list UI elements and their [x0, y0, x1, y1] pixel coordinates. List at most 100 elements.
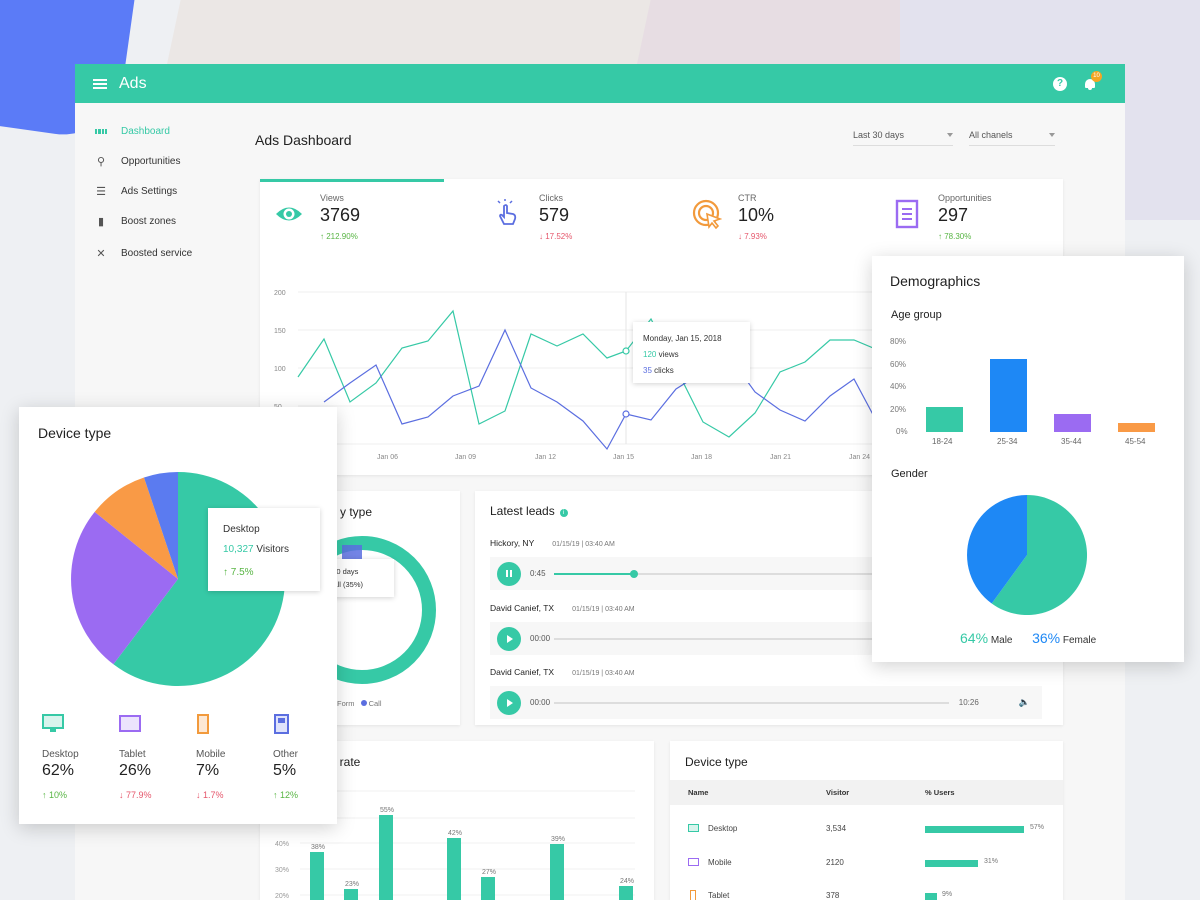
active-tab-indicator	[260, 179, 444, 182]
stat-tab-opportunities[interactable]: Opportunities 297 ↑ 78.30%	[892, 193, 992, 241]
svg-text:39%: 39%	[551, 836, 565, 843]
page-title: Ads Dashboard	[255, 132, 352, 148]
svg-text:Jan 18: Jan 18	[691, 454, 712, 461]
lead-time: 01/15/19 | 03:40 AM	[552, 541, 615, 548]
app-title: Ads	[119, 74, 147, 92]
visitor-count: 3,534	[826, 824, 847, 833]
pie-slice-female	[967, 495, 1027, 604]
svg-text:60%: 60%	[890, 360, 906, 369]
stat-value: 579	[539, 205, 570, 225]
tools-icon: ✕	[96, 247, 106, 260]
users-pct: 31%	[984, 858, 999, 865]
tablet-icon	[688, 858, 699, 866]
table-header: Name Visitor % Users	[670, 780, 1063, 805]
svg-text:45-54: 45-54	[1125, 437, 1146, 446]
sidebar: Dashboard ⚲ Opportunities ☰ Ads Settings…	[75, 103, 235, 268]
tooltip-clicks: 35 clicks	[643, 366, 674, 375]
bounce-rate-card: gh rate 40% 30% 20% 38% 23% 55% 42	[260, 741, 654, 900]
sidebar-item-boost-zones[interactable]: ▮ Boost zones	[75, 206, 235, 236]
table-row[interactable]: Desktop 3,534 57%	[670, 816, 1063, 846]
sidebar-item-label: Boost zones	[121, 215, 177, 227]
pie-slice-male	[991, 495, 1088, 615]
dashboard-icon	[95, 125, 107, 137]
svg-text:40%: 40%	[275, 841, 289, 848]
device-name: Tablet	[708, 891, 730, 900]
date-range-value: Last 30 days	[853, 130, 905, 140]
stat-value: 3769	[320, 205, 361, 225]
svg-text:24%: 24%	[620, 878, 634, 885]
visitor-count: 2120	[826, 858, 844, 867]
svg-text:150: 150	[274, 328, 286, 335]
column-header[interactable]: Name	[688, 788, 709, 797]
sliders-icon: ☰	[96, 185, 106, 198]
lead-name: Hickory, NY	[490, 538, 535, 548]
column-header[interactable]: % Users	[925, 788, 955, 797]
stat-change-value: 212.90%	[326, 232, 358, 241]
svg-text:18-24: 18-24	[932, 437, 953, 446]
volume-icon[interactable]: 🔈	[1018, 697, 1030, 707]
lead-time: 01/15/19 | 03:40 AM	[572, 670, 635, 677]
card-title: Demographics	[890, 273, 981, 289]
game-device-icon	[274, 714, 289, 734]
audio-seek-slider[interactable]	[554, 569, 1032, 578]
card-title: Device type	[38, 425, 112, 441]
table-row[interactable]: Tablet 378 9%	[670, 883, 1063, 900]
svg-text:27%: 27%	[482, 869, 496, 876]
svg-text:20%: 20%	[275, 893, 289, 900]
users-pct-bar	[925, 860, 978, 867]
stat-change: ↑ 212.90%	[320, 232, 358, 241]
stat-label: CTR	[738, 193, 757, 203]
chevron-down-icon	[947, 133, 953, 137]
stat-change-value: 7.93%	[744, 232, 767, 241]
gender-legend: 64% Male 36% Female	[960, 630, 1097, 646]
channel-select[interactable]: All chanels	[969, 130, 1055, 146]
lead-name: David Canief, TX	[490, 603, 555, 613]
notification-bell-icon[interactable]: 10	[1083, 70, 1102, 91]
help-icon[interactable]: ?	[1053, 76, 1067, 91]
users-pct-bar	[925, 826, 1024, 833]
stat-tab-clicks[interactable]: Clicks 579 ↓ 17.52%	[493, 193, 572, 241]
stat-value: 297	[938, 205, 969, 225]
bounce-rate-bar-chart: 40% 30% 20% 38% 23% 55% 42% 27% 39% 2	[275, 790, 635, 900]
tooltip-date: Monday, Jan 15, 2018	[643, 334, 722, 343]
line-chart-tooltip: Monday, Jan 15, 2018 120 views 35 clicks	[633, 322, 750, 383]
chevron-down-icon	[1049, 133, 1055, 137]
pause-button[interactable]	[497, 561, 521, 586]
svg-text:80%: 80%	[890, 337, 906, 346]
sidebar-item-label: Ads Settings	[121, 185, 178, 197]
date-range-select[interactable]: Last 30 days	[853, 130, 953, 146]
svg-text:30%: 30%	[275, 867, 289, 874]
table-row[interactable]: Mobile 2120 31%	[670, 850, 1063, 880]
stat-tab-views[interactable]: Views 3769 ↑ 212.90%	[274, 193, 360, 241]
channel-value: All chanels	[969, 130, 1013, 140]
sidebar-item-ads-settings[interactable]: ☰ Ads Settings	[75, 176, 235, 206]
tablet-icon	[119, 715, 141, 732]
audio-seek-slider[interactable]	[554, 637, 1032, 640]
hamburger-menu-icon[interactable]	[93, 78, 107, 89]
svg-text:20%: 20%	[890, 405, 906, 414]
sidebar-item-dashboard[interactable]: Dashboard	[75, 116, 235, 146]
sidebar-item-boosted-service[interactable]: ✕ Boosted service	[75, 238, 235, 268]
svg-text:0%: 0%	[896, 427, 908, 436]
device-name: Mobile	[708, 858, 732, 867]
users-pct: 57%	[1030, 824, 1045, 831]
demographics-card: Demographics Age group 80% 60% 40% 20% 0…	[872, 256, 1184, 662]
svg-text:55%: 55%	[380, 807, 394, 814]
gender-pie-chart	[967, 495, 1088, 615]
audio-position: 0:45	[530, 569, 546, 578]
play-button[interactable]	[497, 626, 521, 651]
svg-text:35-44: 35-44	[1061, 437, 1082, 446]
column-header[interactable]: Visitor	[826, 788, 850, 797]
stat-tab-ctr[interactable]: CTR 10% ↓ 7.93%	[692, 193, 774, 241]
device-legend-desktop: Desktop 62% ↑ 10%	[42, 714, 112, 800]
desktop-icon	[688, 824, 699, 832]
sidebar-item-opportunities[interactable]: ⚲ Opportunities	[75, 146, 235, 176]
info-icon[interactable]: i	[559, 509, 568, 517]
device-name: Desktop	[708, 824, 738, 833]
notification-badge: 10	[1091, 70, 1102, 82]
donut-legend: Form Call	[337, 699, 382, 708]
stat-change: ↓ 17.52%	[539, 232, 573, 241]
audio-seek-slider[interactable]	[554, 701, 949, 704]
svg-text:42%: 42%	[448, 830, 462, 837]
play-button[interactable]	[497, 690, 521, 715]
